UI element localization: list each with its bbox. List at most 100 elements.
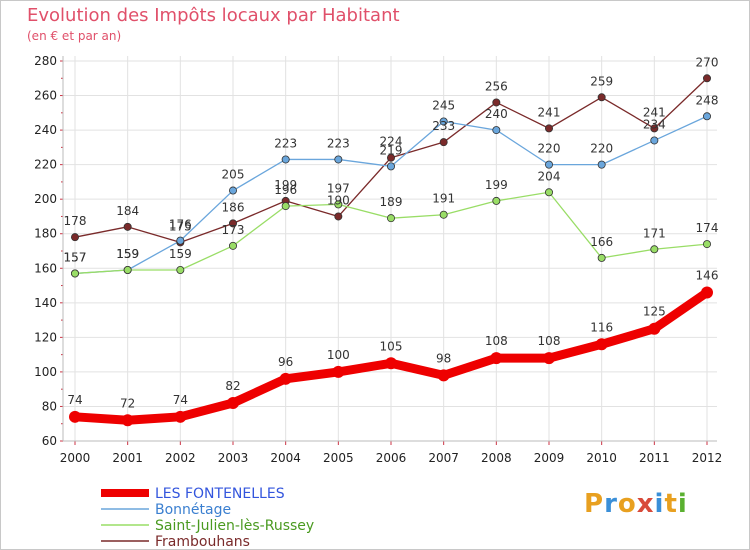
data-point bbox=[492, 126, 501, 135]
data-label: 224 bbox=[380, 135, 403, 149]
data-point bbox=[228, 241, 237, 250]
x-tick-label: 2006 bbox=[376, 451, 407, 465]
data-point bbox=[227, 397, 239, 409]
data-point bbox=[597, 93, 606, 102]
data-point bbox=[71, 233, 80, 242]
logo-letter: i bbox=[677, 489, 688, 519]
data-label: 74 bbox=[173, 393, 188, 407]
x-tick-label: 2010 bbox=[586, 451, 617, 465]
data-point bbox=[650, 136, 659, 145]
data-label: 159 bbox=[116, 247, 139, 261]
y-tick-label: 260 bbox=[34, 89, 57, 103]
data-label: 219 bbox=[380, 143, 403, 157]
data-point bbox=[281, 155, 290, 164]
data-point bbox=[597, 160, 606, 169]
data-point bbox=[650, 245, 659, 254]
x-tick-label: 2000 bbox=[60, 451, 91, 465]
data-point bbox=[543, 352, 555, 365]
data-label: 82 bbox=[225, 379, 240, 393]
data-point bbox=[334, 200, 343, 209]
data-label: 175 bbox=[169, 219, 192, 233]
data-label: 125 bbox=[643, 305, 666, 319]
data-point bbox=[69, 410, 81, 423]
data-label: 98 bbox=[436, 351, 451, 365]
data-label: 189 bbox=[380, 195, 403, 209]
y-tick-label: 280 bbox=[34, 54, 57, 68]
data-label: 108 bbox=[485, 334, 508, 348]
data-point bbox=[492, 196, 501, 205]
x-tick-label: 2009 bbox=[534, 451, 565, 465]
proxiti-logo: Proxiti bbox=[584, 489, 688, 519]
y-tick-label: 140 bbox=[34, 296, 57, 310]
data-point bbox=[648, 322, 661, 335]
data-label: 184 bbox=[116, 204, 139, 218]
data-point bbox=[595, 338, 608, 351]
data-label: 159 bbox=[169, 247, 192, 261]
data-point bbox=[386, 162, 395, 171]
data-label: 270 bbox=[696, 55, 719, 69]
data-point bbox=[334, 155, 343, 164]
data-point bbox=[492, 98, 501, 107]
data-point bbox=[281, 202, 290, 211]
data-point bbox=[228, 186, 237, 195]
y-tick-label: 240 bbox=[34, 123, 57, 137]
data-label: 157 bbox=[64, 250, 87, 264]
y-tick-label: 100 bbox=[34, 365, 57, 379]
data-label: 245 bbox=[432, 98, 455, 112]
data-label: 176 bbox=[169, 218, 192, 232]
data-label: 220 bbox=[590, 142, 613, 156]
y-tick-label: 220 bbox=[34, 158, 57, 172]
data-point bbox=[228, 219, 237, 228]
y-tick-label: 60 bbox=[42, 434, 57, 448]
data-point bbox=[279, 372, 292, 385]
data-label: 223 bbox=[327, 136, 350, 150]
logo-letter: P bbox=[584, 489, 605, 519]
logo-letter: t bbox=[664, 489, 678, 519]
data-point bbox=[439, 138, 448, 147]
legend-label-0: LES FONTENELLES bbox=[155, 486, 285, 502]
data-label: 240 bbox=[485, 107, 508, 121]
data-point bbox=[121, 414, 134, 427]
legend-label-2: Saint-Julien-lès-Russey bbox=[155, 518, 314, 534]
data-label: 199 bbox=[485, 178, 508, 192]
data-point bbox=[545, 160, 554, 169]
data-label: 100 bbox=[327, 348, 350, 362]
legend: LES FONTENELLESBonnétageSaint-Julien-lès… bbox=[101, 486, 314, 549]
data-point bbox=[545, 124, 554, 133]
data-point bbox=[176, 236, 185, 245]
x-tick-label: 2012 bbox=[692, 451, 723, 465]
series-points bbox=[69, 74, 713, 427]
x-tick-label: 2002 bbox=[165, 451, 196, 465]
logo-letter: o bbox=[617, 489, 637, 519]
data-label: 205 bbox=[222, 168, 245, 182]
y-tick-label: 80 bbox=[42, 399, 57, 413]
data-label: 256 bbox=[485, 79, 508, 93]
data-label: 157 bbox=[64, 250, 87, 264]
y-tick-label: 120 bbox=[34, 330, 57, 344]
legend-label-1: Bonnétage bbox=[155, 502, 231, 518]
data-label: 199 bbox=[274, 178, 297, 192]
data-label: 196 bbox=[274, 183, 297, 197]
y-tick-label: 160 bbox=[34, 261, 57, 275]
x-tick-label: 2007 bbox=[428, 451, 459, 465]
data-label: 241 bbox=[538, 105, 561, 119]
data-label: 220 bbox=[538, 142, 561, 156]
data-label: 204 bbox=[538, 169, 561, 183]
data-label: 233 bbox=[432, 119, 455, 133]
x-tick-label: 2008 bbox=[481, 451, 512, 465]
data-point bbox=[703, 74, 712, 83]
data-label: 248 bbox=[696, 93, 719, 107]
data-point bbox=[650, 124, 659, 133]
data-point bbox=[71, 269, 80, 278]
data-label: 241 bbox=[643, 105, 666, 119]
data-point bbox=[439, 117, 448, 126]
data-point bbox=[439, 210, 448, 219]
data-point bbox=[386, 214, 395, 223]
data-point bbox=[701, 286, 713, 299]
logo-letter: x bbox=[636, 489, 655, 519]
data-point bbox=[437, 369, 450, 382]
y-axis: 60 80 100 120 140 160 180 200 220 240 260 280 bbox=[34, 54, 63, 448]
logo-letter: r bbox=[604, 489, 618, 519]
